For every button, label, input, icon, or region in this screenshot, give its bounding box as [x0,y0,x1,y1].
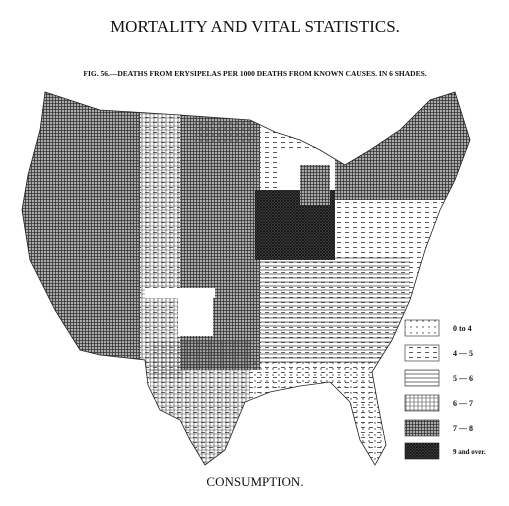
footer-label: CONSUMPTION. [206,474,303,489]
legend-label: 0 to 4 [453,324,472,333]
map-outline [21,91,471,466]
legend-label: 5 — 6 [453,374,473,383]
legend-label: 6 — 7 [453,399,473,408]
legend-swatch [404,394,440,412]
legend-label: 7 — 8 [453,424,473,433]
legend-swatch [404,344,440,362]
legend: 0 to 4 4 — 5 5 — 6 6 — 7 7 — 8 9 and ove… [404,319,486,460]
legend-label: 4 — 5 [453,349,473,358]
legend-swatch [404,369,440,387]
legend-swatch [404,442,440,460]
legend-swatch [404,419,440,437]
legend-label: 9 and over. [453,448,486,456]
caption: FIG. 56.—DEATHS FROM ERYSIPELAS PER 1000… [83,69,426,78]
legend-swatch [404,319,440,337]
title: MORTALITY AND VITAL STATISTICS. [110,17,400,36]
